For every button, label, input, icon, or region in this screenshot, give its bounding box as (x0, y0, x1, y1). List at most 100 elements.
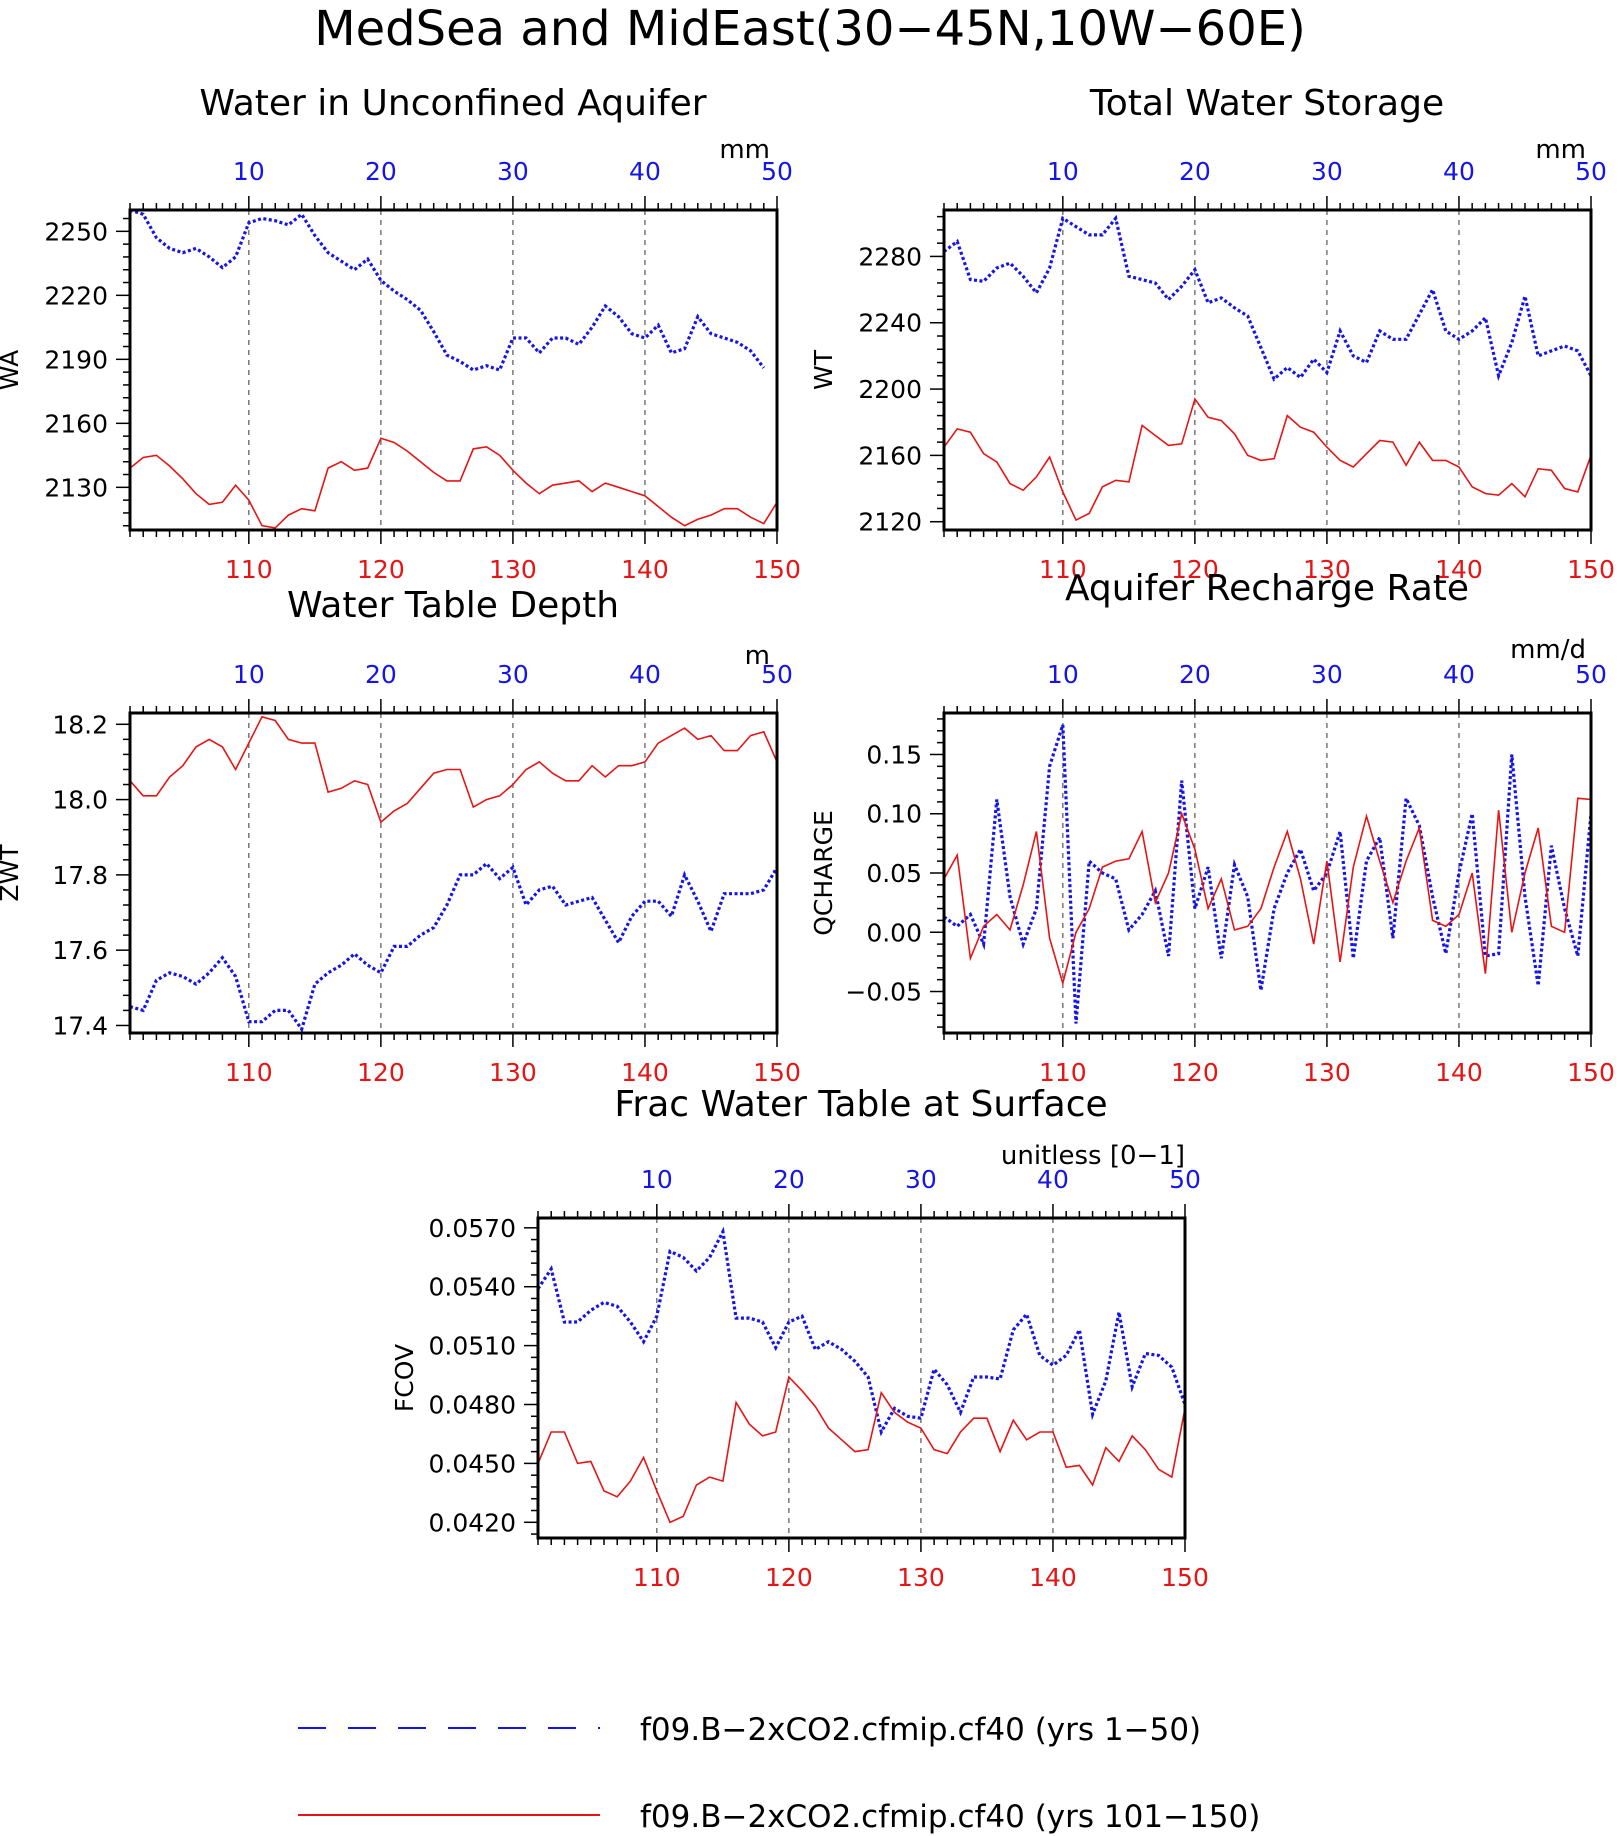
legend-label-series-a: f09.B−2xCO2.cfmip.cf40 (yrs 1−50) (640, 1712, 1201, 1748)
bottom-tick-label: 130 (489, 555, 537, 584)
y-tick-label: 0.0570 (429, 1214, 516, 1243)
series-line-a (130, 210, 766, 372)
top-tick-label: 10 (1047, 660, 1079, 689)
bottom-tick-label: 130 (489, 1058, 537, 1087)
chart-panel-5: Frac Water Table at Surface unitless [0−1… (390, 1084, 1209, 1592)
chart-panel-2: Total Water Storage mm 10 20 30 40 50 110 120 130… (809, 83, 1615, 584)
series-line-a (944, 214, 1591, 382)
y-axis-label: QCHARGE (809, 810, 838, 936)
top-tick-label: 40 (1037, 1165, 1069, 1194)
y-tick-label: 0.0510 (429, 1332, 516, 1361)
y-tick-label: 2190 (44, 345, 108, 374)
series-line-b (538, 1375, 1185, 1524)
legend-label-series-b: f09.B−2xCO2.cfmip.cf40 (yrs 101−150) (640, 1799, 1260, 1835)
y-tick-label: 2250 (44, 217, 108, 246)
y-tick-label: 0.00 (866, 918, 922, 947)
top-tick-label: 20 (1179, 157, 1211, 186)
top-tick-label: 50 (761, 157, 793, 186)
bottom-tick-label: 130 (1303, 1058, 1351, 1087)
y-tick-label: 2220 (44, 281, 108, 310)
y-tick-label: 2120 (858, 508, 922, 537)
y-tick-label: 2240 (858, 309, 922, 338)
top-tick-label: 40 (629, 157, 661, 186)
units-label: unitless [0−1] (1001, 1141, 1185, 1171)
panel-title: Aquifer Recharge Rate (1065, 568, 1469, 609)
y-tick-label: 2280 (858, 242, 922, 271)
y-tick-label: 2130 (44, 473, 108, 502)
figure-title: MedSea and MidEast(30−45N,10W−60E) (314, 1, 1306, 57)
series-line-b (944, 397, 1591, 522)
bottom-tick-label: 140 (1435, 1058, 1483, 1087)
bottom-tick-label: 110 (1039, 555, 1087, 584)
panel-title: Water in Unconfined Aquifer (199, 83, 706, 124)
bottom-tick-label: 110 (633, 1563, 681, 1592)
y-tick-label: 2160 (44, 409, 108, 438)
panel-title: Total Water Storage (1089, 83, 1444, 124)
top-tick-label: 50 (1575, 660, 1607, 689)
bottom-tick-label: 110 (225, 1058, 273, 1087)
y-tick-label: 0.0480 (429, 1391, 516, 1420)
series-line-b (130, 437, 777, 529)
top-tick-label: 30 (1311, 660, 1343, 689)
bottom-tick-label: 120 (765, 1563, 813, 1592)
bottom-tick-label: 150 (753, 1058, 801, 1087)
y-tick-label: 0.10 (866, 800, 922, 829)
chart-panel-4: Aquifer Recharge Rate mm/d 10 20 30 40 50 110 12… (809, 568, 1615, 1087)
top-tick-label: 40 (1443, 157, 1475, 186)
series-line-b (130, 715, 777, 824)
bottom-tick-label: 120 (357, 1058, 405, 1087)
bottom-tick-label: 150 (1567, 555, 1615, 584)
series-line-a (944, 724, 1591, 1024)
y-tick-label: 0.15 (866, 740, 922, 769)
legend: f09.B−2xCO2.cfmip.cf40 (yrs 1−50) f09.B−… (298, 1712, 1260, 1835)
y-tick-label: 2200 (858, 375, 922, 404)
y-tick-label: 2160 (858, 441, 922, 470)
plot-frame (942, 208, 1593, 532)
top-tick-label: 20 (365, 660, 397, 689)
bottom-tick-label: 150 (753, 555, 801, 584)
y-tick-label: 0.0540 (429, 1273, 516, 1302)
y-tick-label: 0.05 (866, 859, 922, 888)
bottom-tick-label: 150 (1161, 1563, 1209, 1592)
y-axis-label: WT (809, 349, 838, 390)
units-label: mm (1535, 135, 1586, 165)
top-tick-label: 20 (365, 157, 397, 186)
top-tick-label: 30 (497, 660, 529, 689)
top-tick-label: 10 (233, 157, 265, 186)
panel-title: Water Table Depth (287, 585, 619, 626)
bottom-tick-label: 110 (225, 555, 273, 584)
top-tick-label: 50 (761, 660, 793, 689)
bottom-tick-label: 120 (1171, 1058, 1219, 1087)
top-tick-label: 10 (1047, 157, 1079, 186)
top-tick-label: 30 (497, 157, 529, 186)
top-tick-label: 30 (905, 1165, 937, 1194)
top-tick-label: 10 (233, 660, 265, 689)
panel-title: Frac Water Table at Surface (614, 1084, 1107, 1125)
bottom-tick-label: 140 (1435, 555, 1483, 584)
bottom-tick-label: 150 (1567, 1058, 1615, 1087)
top-tick-label: 20 (1179, 660, 1211, 689)
y-axis-label: ZWT (0, 844, 24, 902)
chart-panel-1: Water in Unconfined Aquifer mm 10 20 30 40 50 1… (0, 83, 801, 584)
y-tick-label: −0.05 (845, 978, 922, 1007)
top-tick-label: 50 (1575, 157, 1607, 186)
bottom-tick-label: 120 (1171, 555, 1219, 584)
y-tick-label: 17.6 (52, 936, 108, 965)
series-line-b (944, 797, 1591, 987)
bottom-tick-label: 130 (897, 1563, 945, 1592)
plot-frame (128, 711, 779, 1035)
plot-frame (536, 1216, 1187, 1540)
y-tick-label: 18.0 (52, 786, 108, 815)
top-tick-label: 20 (773, 1165, 805, 1194)
bottom-tick-label: 140 (621, 555, 669, 584)
y-axis-label: WA (0, 350, 24, 390)
series-line-a (538, 1226, 1185, 1437)
series-line-a (130, 861, 777, 1033)
y-axis-label: FCOV (390, 1344, 419, 1412)
y-tick-label: 0.0450 (429, 1449, 516, 1478)
bottom-tick-label: 140 (1029, 1563, 1077, 1592)
y-tick-label: 17.4 (52, 1011, 108, 1040)
y-tick-label: 18.2 (52, 710, 108, 739)
top-tick-label: 40 (1443, 660, 1475, 689)
top-tick-label: 50 (1169, 1165, 1201, 1194)
